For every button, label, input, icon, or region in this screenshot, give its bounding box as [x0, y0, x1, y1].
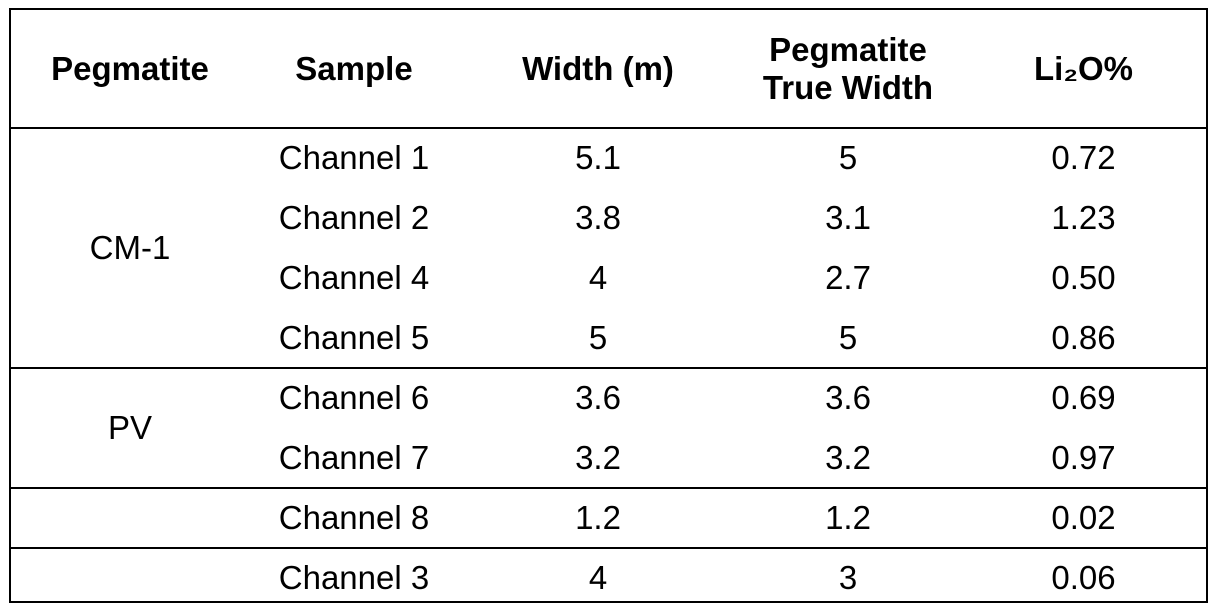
table: Pegmatite Sample Width (m) Pegmatite True W…: [9, 8, 1208, 603]
value-cell: 1.2: [575, 499, 621, 536]
value-cell: 2.7: [825, 259, 871, 296]
value-cell: 3.6: [575, 379, 621, 416]
sample-cell: Channel 1: [278, 139, 430, 176]
group-rule: [11, 367, 1206, 369]
value-cell: 3.2: [825, 439, 871, 476]
sample-cell: Channel 8: [278, 499, 430, 536]
group-rule: [11, 487, 1206, 489]
value-cell: 3: [838, 559, 858, 596]
sample-cell: Channel 2: [278, 199, 430, 236]
sample-cell: Channel 5: [278, 319, 430, 356]
value-cell: 3.2: [575, 439, 621, 476]
pegmatite-cell: CM-1: [89, 229, 171, 266]
value-cell: 3.8: [575, 199, 621, 236]
value-cell: 1.2: [825, 499, 871, 536]
value-cell: 0.86: [1051, 319, 1116, 356]
value-cell: 1.23: [1051, 199, 1116, 236]
sample-cell: Channel 3: [278, 559, 430, 596]
header-cell: Sample: [295, 50, 413, 87]
value-cell: 0.50: [1051, 259, 1116, 296]
header-cell: Li₂O%: [1034, 50, 1133, 87]
value-cell: 3.1: [825, 199, 871, 236]
sample-cell: Channel 7: [278, 439, 430, 476]
header-cell: Width (m): [522, 50, 674, 87]
value-cell: 4: [588, 559, 608, 596]
pegmatite-cell: PV: [107, 409, 153, 446]
value-cell: 0.06: [1051, 559, 1116, 596]
value-cell: 3.6: [825, 379, 871, 416]
value-cell: 5: [838, 319, 858, 356]
value-cell: 0.72: [1051, 139, 1116, 176]
value-cell: 0.69: [1051, 379, 1116, 416]
value-cell: 5: [588, 319, 608, 356]
header-rule: [11, 127, 1206, 129]
value-cell: 0.97: [1051, 439, 1116, 476]
sample-cell: Channel 4: [278, 259, 430, 296]
header-cell: Pegmatite: [51, 50, 209, 87]
header-cell: Pegmatite True Width: [762, 31, 934, 106]
value-cell: 5.1: [575, 139, 621, 176]
group-rule: [11, 547, 1206, 549]
sample-cell: Channel 6: [278, 379, 430, 416]
value-cell: 4: [588, 259, 608, 296]
value-cell: 0.02: [1051, 499, 1116, 536]
value-cell: 5: [838, 139, 858, 176]
